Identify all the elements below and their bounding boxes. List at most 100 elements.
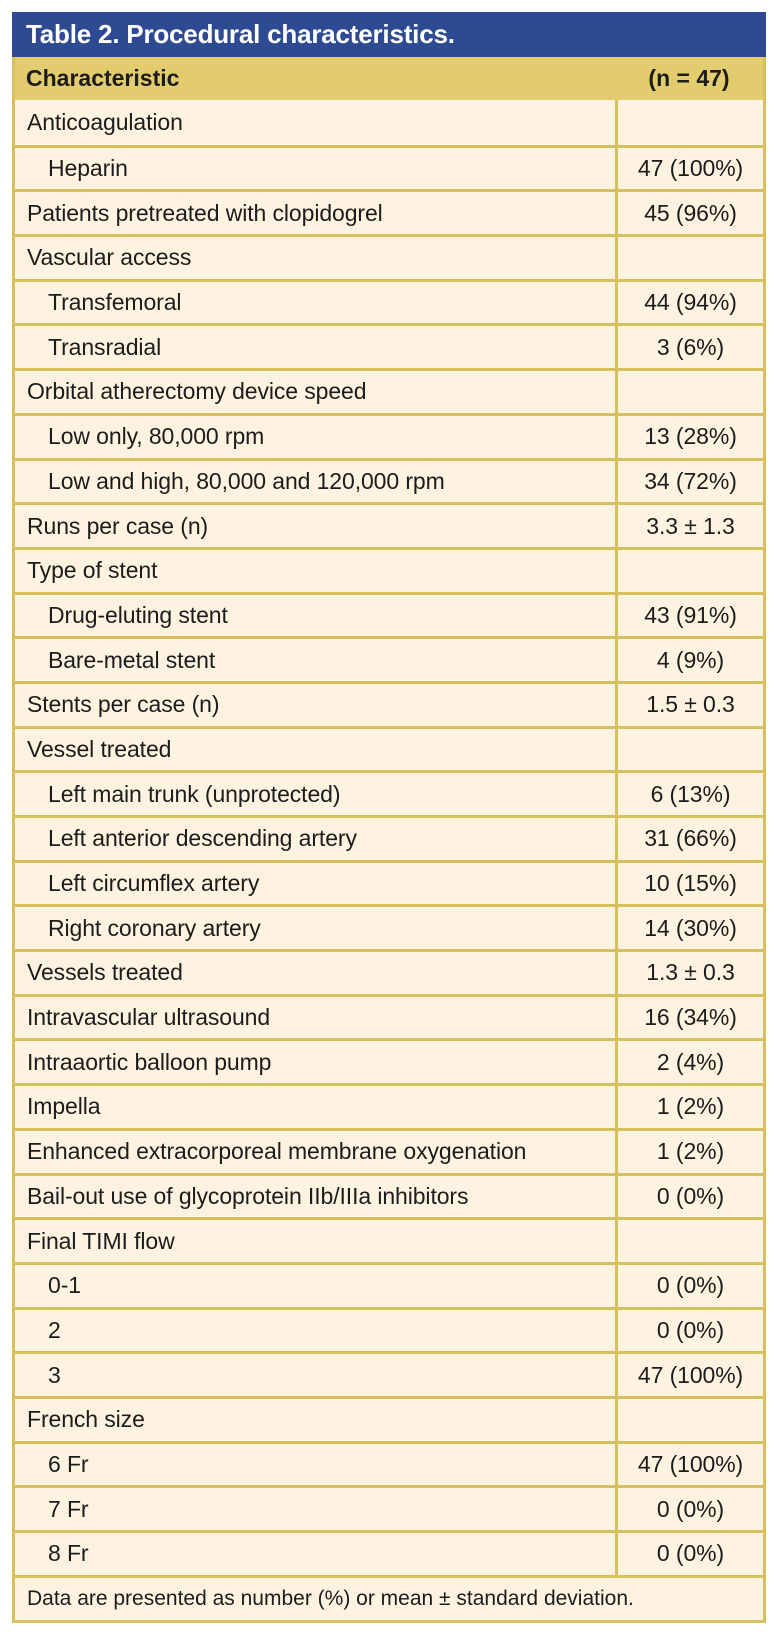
row-label: Impella	[27, 1093, 101, 1120]
table-row: Transfemoral 44 (94%)	[15, 278, 763, 324]
row-value: 1 (2%)	[615, 1086, 763, 1128]
table-row: Anticoagulation	[15, 100, 763, 145]
table-row: Left circumflex artery 10 (15%)	[15, 859, 763, 905]
row-value: 1 (2%)	[615, 1130, 763, 1173]
table-row: Vessel treated	[15, 725, 763, 771]
table-footnote: Data are presented as number (%) or mean…	[15, 1574, 763, 1620]
row-value: 1.3 ± 0.3	[615, 952, 763, 994]
row-label: Orbital atherectomy device speed	[27, 378, 367, 405]
row-label: 8 Fr	[48, 1540, 89, 1567]
row-value: 31 (66%)	[615, 818, 763, 860]
row-label: Stents per case (n)	[27, 691, 220, 718]
table-row: Bare-metal stent 4 (9%)	[15, 636, 763, 681]
row-value: 43 (91%)	[615, 594, 763, 637]
table-row: Vascular access	[15, 234, 763, 279]
row-label: Vessel treated	[27, 735, 172, 762]
row-label: Right coronary artery	[48, 914, 261, 941]
row-value	[615, 237, 763, 279]
row-label: Left circumflex artery	[48, 870, 260, 897]
row-value	[615, 1398, 763, 1441]
row-label: Bail-out use of glycoprotein IIb/IIIa in…	[27, 1182, 469, 1209]
table-row: Vessels treated 1.3 ± 0.3	[15, 949, 763, 994]
table-row: Patients pretreated with clopidogrel 45 (…	[15, 189, 763, 235]
row-value: 0 (0%)	[615, 1264, 763, 1307]
table-row: Impella 1 (2%)	[15, 1083, 763, 1128]
table-row: Orbital atherectomy device speed	[15, 368, 763, 413]
row-label: Left main trunk (unprotected)	[48, 780, 341, 807]
row-label: Intravascular ultrasound	[27, 1004, 271, 1031]
row-value	[615, 549, 763, 592]
procedural-characteristics-table: Table 2. Procedural characteristics. Cha…	[12, 12, 766, 1623]
table-row: 8 Fr 0 (0%)	[15, 1530, 763, 1575]
row-label: 2	[48, 1316, 61, 1343]
row-value	[615, 100, 763, 145]
row-label: Heparin	[48, 155, 128, 182]
table-header-row: Characteristic (n = 47)	[15, 57, 763, 100]
table-row: 7 Fr 0 (0%)	[15, 1485, 763, 1530]
row-label: Bare-metal stent	[48, 646, 216, 673]
table-row: Intraaortic balloon pump 2 (4%)	[15, 1038, 763, 1084]
row-value: 1.5 ± 0.3	[615, 683, 763, 726]
row-value: 0 (0%)	[615, 1175, 763, 1218]
table-grid: Characteristic (n = 47) Anticoagulation H…	[12, 57, 766, 1623]
row-value: 45 (96%)	[615, 192, 763, 235]
table-row: Runs per case (n) 3.3 ± 1.3	[15, 502, 763, 547]
row-value: 2 (4%)	[615, 1041, 763, 1084]
row-label: Transfemoral	[48, 289, 182, 316]
row-label: Patients pretreated with clopidogrel	[27, 199, 383, 226]
table-row: Stents per case (n) 1.5 ± 0.3	[15, 680, 763, 726]
table-row: Left main trunk (unprotected) 6 (13%)	[15, 770, 763, 815]
row-value: 47 (100%)	[615, 147, 763, 190]
row-value: 13 (28%)	[615, 415, 763, 458]
table-row: Enhanced extracorporeal membrane oxygena…	[15, 1127, 763, 1173]
row-label: Runs per case (n)	[27, 512, 209, 539]
row-label: 3	[48, 1361, 61, 1388]
row-value: 44 (94%)	[615, 281, 763, 324]
row-value: 0 (0%)	[615, 1533, 763, 1575]
table-row: Bail-out use of glycoprotein IIb/IIIa in…	[15, 1172, 763, 1218]
table-row: French size	[15, 1395, 763, 1441]
row-value	[615, 728, 763, 771]
table-row: 6 Fr 47 (100%)	[15, 1440, 763, 1486]
row-value: 0 (0%)	[615, 1309, 763, 1352]
table-row: 3 47 (100%)	[15, 1351, 763, 1396]
table-row: Heparin 47 (100%)	[15, 144, 763, 190]
row-value	[615, 371, 763, 413]
row-value: 34 (72%)	[615, 460, 763, 503]
row-label: Final TIMI flow	[27, 1227, 175, 1254]
table-row: 0-1 0 (0%)	[15, 1261, 763, 1307]
table-row: Low and high, 80,000 and 120,000 rpm 34 (…	[15, 457, 763, 503]
row-label: Low and high, 80,000 and 120,000 rpm	[48, 467, 445, 494]
row-label: Type of stent	[27, 557, 158, 584]
table-row: 2 0 (0%)	[15, 1306, 763, 1352]
row-value: 14 (30%)	[615, 907, 763, 950]
row-value: 4 (9%)	[615, 639, 763, 681]
row-label: 6 Fr	[48, 1450, 89, 1477]
row-value: 6 (13%)	[615, 773, 763, 815]
header-characteristic-label: Characteristic	[26, 65, 180, 91]
row-label: Enhanced extracorporeal membrane oxygena…	[27, 1138, 527, 1165]
row-label: 7 Fr	[48, 1495, 89, 1522]
header-n-label: (n = 47)	[648, 65, 730, 91]
row-label: Drug-eluting stent	[48, 601, 228, 628]
table-body: Anticoagulation Heparin 47 (100%) Patients …	[15, 100, 763, 1575]
table-title-bar: Table 2. Procedural characteristics.	[12, 12, 766, 57]
row-value	[615, 1220, 763, 1262]
row-label: Vessels treated	[27, 959, 183, 986]
table-row: Right coronary artery 14 (30%)	[15, 904, 763, 950]
row-label: Transradial	[48, 333, 162, 360]
table-row: Left anterior descending artery 31 (66%)	[15, 815, 763, 860]
row-label: Vascular access	[27, 244, 192, 271]
row-value: 0 (0%)	[615, 1488, 763, 1530]
row-value: 3 (6%)	[615, 326, 763, 369]
row-label: Low only, 80,000 rpm	[48, 423, 265, 450]
table-row: Low only, 80,000 rpm 13 (28%)	[15, 412, 763, 458]
table-row: Transradial 3 (6%)	[15, 323, 763, 369]
table-row: Intravascular ultrasound 16 (34%)	[15, 993, 763, 1039]
table-title: Table 2. Procedural characteristics.	[26, 19, 455, 49]
row-label: French size	[27, 1406, 145, 1433]
row-label: Anticoagulation	[27, 108, 183, 135]
row-label: 0-1	[48, 1272, 81, 1299]
row-value: 3.3 ± 1.3	[615, 505, 763, 547]
